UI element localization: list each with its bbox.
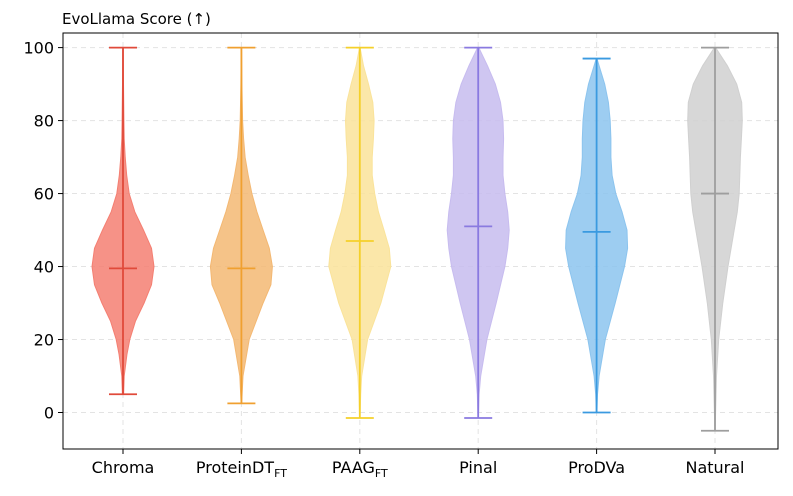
x-axis: Chroma ProteinDTFT PAAGFT Pinal ProDVa Natura… xyxy=(92,449,745,480)
x-tick-label: Natural xyxy=(685,458,744,477)
y-tick-label: 60 xyxy=(34,185,54,204)
x-tick-label: ProteinDTFT xyxy=(196,458,287,480)
x-tick-label: Chroma xyxy=(92,458,155,477)
violin-layer xyxy=(91,46,743,432)
violin-paag-ft xyxy=(328,46,392,419)
y-axis: 0 20 40 60 80 100 xyxy=(23,39,63,423)
violin-natural xyxy=(687,46,743,432)
y-tick-label: 0 xyxy=(44,404,54,423)
x-tick-label: ProDVa xyxy=(568,458,625,477)
violin-prodva xyxy=(565,57,629,414)
y-tick-label: 20 xyxy=(34,331,54,350)
plot-frame xyxy=(62,32,779,450)
y-tick-label: 80 xyxy=(34,112,54,131)
y-tick-label: 40 xyxy=(34,258,54,277)
x-tick-label: Pinal xyxy=(459,458,497,477)
violin-proteindt-ft xyxy=(209,46,273,405)
x-tick-label: PAAGFT xyxy=(332,458,388,480)
violin-pinal xyxy=(446,46,510,419)
violin-chroma xyxy=(91,46,155,396)
y-tick-label: 100 xyxy=(23,39,54,58)
grid-layer xyxy=(63,33,778,449)
y-axis-label: EvoLlama Score (↑) xyxy=(62,10,211,28)
